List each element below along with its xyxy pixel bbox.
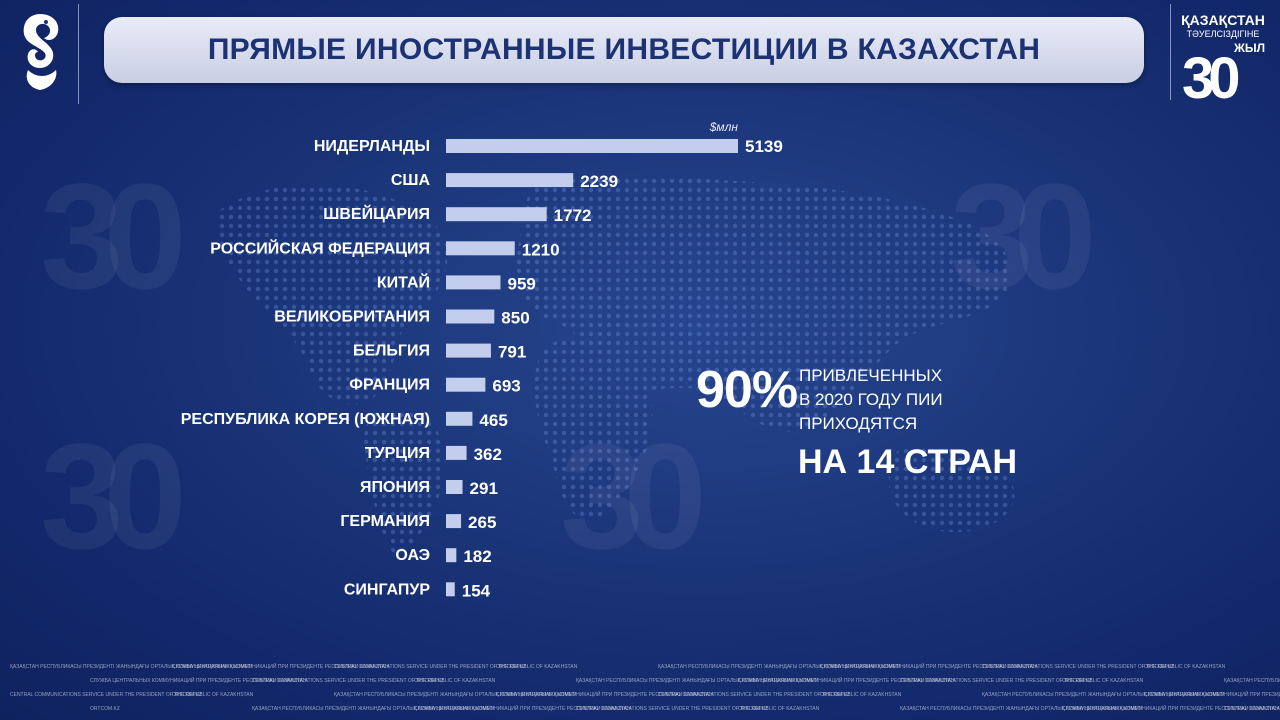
category-label: ГЕРМАНИЯ — [340, 513, 430, 530]
footer-text: ҚАЗАҚСТАН РЕСПУБЛИКАСЫ ПРЕЗИДЕНТІ ЖАНЫНД… — [982, 692, 1225, 698]
world-map-background — [216, 175, 1015, 555]
page-title: ПРЯМЫЕ ИНОСТРАННЫЕ ИНВЕСТИЦИИ В КАЗАХСТА… — [207, 33, 1041, 66]
callout-line-1: ПРИВЛЕЧЕННЫХ — [799, 366, 943, 385]
logo-line-1: ҚАЗАҚСТАН — [1181, 12, 1265, 28]
callout-line-3: ПРИХОДЯТСЯ — [799, 414, 918, 433]
footer-text: CENTRAL COMMUNICATIONS SERVICE UNDER THE… — [576, 706, 820, 712]
value-label: 1772 — [554, 206, 592, 225]
bar — [446, 241, 515, 256]
footer-text: ORTCOM.KZ — [738, 706, 768, 712]
category-label: РОССИЙСКАЯ ФЕДЕРАЦИЯ — [210, 238, 430, 257]
watermark-30: 30 — [40, 412, 187, 580]
footer-text: СЛУЖБА ЦЕНТРАЛЬНЫХ КОММУНИКАЦИЙ ПРИ ПРЕЗ… — [172, 664, 389, 670]
header-divider — [78, 4, 79, 104]
bar — [446, 207, 547, 222]
footer-text: СЛУЖБА ЦЕНТРАЛЬНЫХ КОММУНИКАЦИЙ ПРИ ПРЕЗ… — [496, 692, 713, 698]
value-label: 1210 — [522, 240, 560, 259]
bar — [446, 173, 574, 188]
bar — [446, 582, 455, 597]
logo-number: 30 — [1182, 46, 1238, 104]
logo-line-2: ТӘУЕЛСІЗДІГІНЕ — [1186, 29, 1260, 39]
unit-label: $млн — [709, 120, 739, 134]
footer-text: CENTRAL COMMUNICATIONS SERVICE UNDER THE… — [900, 678, 1144, 684]
footer-text: ҚАЗАҚСТАН РЕСПУБЛИКАСЫ ПРЕЗИДЕНТІ ЖАНЫНД… — [658, 664, 901, 670]
footer-text: СЛУЖБА ЦЕНТРАЛЬНЫХ КОММУНИКАЦИЙ ПРИ ПРЕЗ… — [90, 678, 307, 684]
bar — [446, 445, 467, 460]
bar — [446, 309, 495, 324]
footer-text: ҚАЗАҚСТАН РЕСПУБЛИКАСЫ ПРЕЗИДЕНТІ ЖАНЫНД… — [576, 678, 819, 684]
footer-text: ҚАЗАҚСТАН РЕСПУБЛИКАСЫ ПРЕЗИДЕНТІ ЖАНЫНД… — [10, 664, 253, 670]
footer-text: ҚАЗАҚСТАН РЕСПУБЛИКАСЫ ПРЕЗИДЕНТІ ЖАНЫНД… — [252, 706, 495, 712]
watermark-30: 30 — [560, 412, 707, 580]
footer-text: ORTCOM.KZ — [90, 706, 120, 712]
value-label: 693 — [492, 377, 520, 396]
callout-percent: 90% — [696, 361, 798, 419]
category-label: ФРАНЦИЯ — [349, 377, 430, 394]
footer-band: ҚАЗАҚСТАН РЕСПУБЛИКАСЫ ПРЕЗИДЕНТІ ЖАНЫНД… — [0, 658, 1280, 720]
bar — [446, 139, 738, 153]
footer-text: CENTRAL COMMUNICATIONS SERVICE UNDER THE… — [252, 678, 496, 684]
footer-text: ORTCOM.KZ — [1062, 678, 1092, 684]
logo-line-3: ЖЫЛ — [1234, 41, 1266, 55]
category-label: ВЕЛИКОБРИТАНИЯ — [274, 309, 430, 326]
footer-text: СЛУЖБА ЦЕНТРАЛЬНЫХ КОММУНИКАЦИЙ ПРИ ПРЕЗ… — [738, 678, 955, 684]
footer-text: CENTRAL COMMUNICATIONS SERVICE UNDER THE… — [1224, 706, 1280, 712]
category-label: ТУРЦИЯ — [365, 445, 430, 462]
footer-text: СЛУЖБА ЦЕНТРАЛЬНЫХ КОММУНИКАЦИЙ ПРИ ПРЕЗ… — [820, 664, 1037, 670]
category-label: РЕСПУБЛИКА КОРЕЯ (ЮЖНАЯ) — [181, 411, 430, 428]
bar — [446, 480, 463, 494]
value-label: 5139 — [745, 137, 783, 156]
footer-text: ORTCOM.KZ — [1144, 664, 1174, 670]
header-divider — [1170, 4, 1171, 100]
value-label: 182 — [463, 547, 491, 566]
footer-text: СЛУЖБА ЦЕНТРАЛЬНЫХ КОММУНИКАЦИЙ ПРИ ПРЕЗ… — [414, 706, 631, 712]
bar — [446, 275, 501, 290]
watermark-30: 30 — [40, 152, 187, 320]
value-label: 362 — [474, 445, 502, 464]
category-label: ЯПОНИЯ — [360, 479, 430, 496]
watermark-30: 30 — [950, 152, 1097, 320]
category-label: БЕЛЬГИЯ — [353, 343, 430, 360]
footer-text: ҚАЗАҚСТАН РЕСПУБЛИКАСЫ ПРЕЗИДЕНТІ ЖАНЫНД… — [334, 692, 577, 698]
category-label: США — [391, 172, 431, 189]
bar — [446, 548, 457, 563]
footer-text: СЛУЖБА ЦЕНТРАЛЬНЫХ КОММУНИКАЦИЙ ПРИ ПРЕЗ… — [1144, 692, 1280, 698]
bar — [446, 411, 473, 426]
value-label: 465 — [479, 411, 507, 430]
snow-leopard-emblem-icon — [23, 14, 59, 90]
footer-text: ORTCOM.KZ — [496, 664, 526, 670]
logo-30-icon: 30 — [1182, 46, 1244, 104]
bar — [446, 514, 462, 529]
independence-30-logo: ҚАЗАҚСТАН ТӘУЕЛСІЗДІГІНЕ ЖЫЛ 30 — [1180, 8, 1276, 104]
callout-emphasis: НА 14 СТРАН — [798, 443, 1018, 481]
footer-text: ORTCOM.KZ — [820, 692, 850, 698]
value-label: 2239 — [580, 172, 618, 191]
footer-text: CENTRAL COMMUNICATIONS SERVICE UNDER THE… — [982, 664, 1226, 670]
footer-text: CENTRAL COMMUNICATIONS SERVICE UNDER THE… — [10, 692, 254, 698]
value-label: 850 — [501, 309, 529, 328]
footer-text: ҚАЗАҚСТАН РЕСПУБЛИКАСЫ ПРЕЗИДЕНТІ ЖАНЫНД… — [900, 706, 1143, 712]
value-label: 959 — [507, 274, 535, 293]
footer-text: CENTRAL COMMUNICATIONS SERVICE UNDER THE… — [334, 664, 578, 670]
bar — [446, 343, 491, 358]
footer-text: ORTCOM.KZ — [172, 692, 202, 698]
value-label: 265 — [468, 513, 496, 532]
title-banner: ПРЯМЫЕ ИНОСТРАННЫЕ ИНВЕСТИЦИИ В КАЗАХСТА… — [104, 17, 1144, 83]
category-label: КИТАЙ — [377, 272, 430, 291]
footer-text: ORTCOM.KZ — [414, 678, 444, 684]
footer-text: CENTRAL COMMUNICATIONS SERVICE UNDER THE… — [658, 692, 902, 698]
value-label: 154 — [462, 581, 491, 600]
category-label: НИДЕРЛАНДЫ — [314, 138, 430, 155]
category-label: ОАЭ — [395, 547, 430, 564]
category-label: ШВЕЙЦАРИЯ — [323, 204, 430, 223]
value-label: 291 — [470, 479, 498, 498]
callout-line-2: В 2020 ГОДУ ПИИ — [799, 390, 943, 409]
bar — [446, 377, 486, 392]
footer-text: ҚАЗАҚСТАН РЕСПУБЛИКАСЫ ПРЕЗИДЕНТІ ЖАНЫНД… — [1224, 678, 1280, 684]
category-label: СИНГАПУР — [344, 581, 430, 598]
footer-text: СЛУЖБА ЦЕНТРАЛЬНЫХ КОММУНИКАЦИЙ ПРИ ПРЕЗ… — [1062, 706, 1279, 712]
value-label: 791 — [498, 343, 526, 362]
